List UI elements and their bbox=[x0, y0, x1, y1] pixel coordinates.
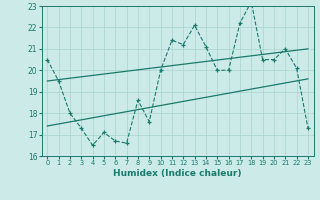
X-axis label: Humidex (Indice chaleur): Humidex (Indice chaleur) bbox=[113, 169, 242, 178]
